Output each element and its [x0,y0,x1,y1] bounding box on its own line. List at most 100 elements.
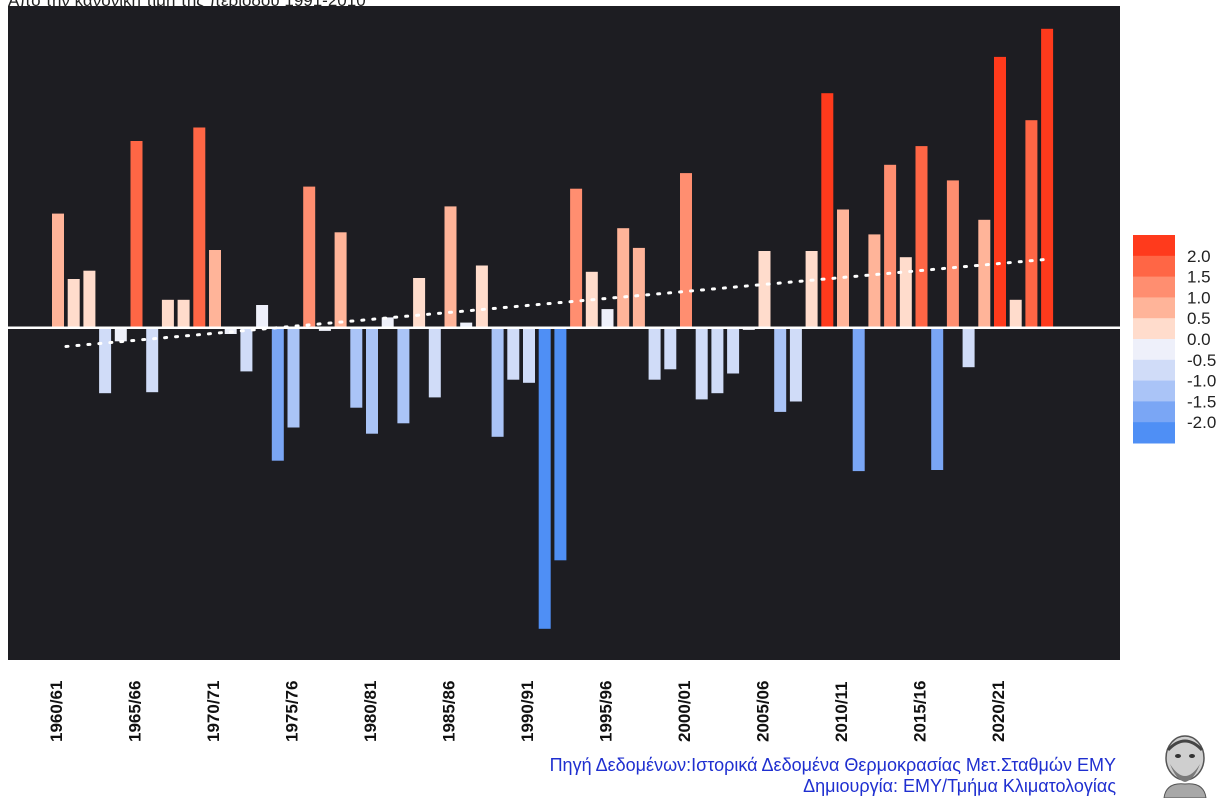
data-source-note: Πηγή Δεδομένων:Ιστορικά Δεδομένα Θερμοκρ… [549,755,1116,775]
bar-2001 [695,327,708,400]
bar-2021 [1009,299,1022,328]
bar-1979 [350,327,363,408]
bar-1999 [664,327,677,370]
bar-2017 [946,180,959,328]
bar-1984 [428,327,441,398]
bar-1976 [303,186,316,328]
bar-2022 [1025,120,1038,328]
x-tick-label: 2000/01 [675,681,694,742]
x-tick-label: 1960/61 [47,681,66,742]
legend-label: -1.5 [1187,392,1216,411]
bar-2009 [821,93,834,328]
bar-2007 [789,327,802,402]
legend-swatch [1133,235,1175,257]
x-tick-label: 2010/11 [832,681,851,742]
bar-1983 [413,278,426,328]
legend-swatch [1133,318,1175,340]
bar-1965 [130,141,143,328]
bar-2008 [805,251,818,328]
bar-2002 [711,327,724,394]
bar-1997 [632,247,645,328]
legend-label: 0.0 [1187,330,1211,349]
bar-2014 [899,257,912,328]
credit-note: Δημιουργία: ΕΜΥ/Τμήμα Κλιματολογίας [803,776,1116,796]
bar-2015 [915,146,928,328]
legend-label: 1.0 [1187,288,1211,307]
legend-label: -0.5 [1187,351,1216,370]
legend-swatch [1133,359,1175,382]
bar-2020 [994,56,1006,328]
bar-1980 [366,327,378,434]
legend-label: 1.5 [1187,268,1211,287]
bar-1977 [318,327,331,331]
bar-1963 [99,327,112,394]
bar-1992 [554,327,567,561]
x-tick-label: 1970/71 [204,681,223,742]
bar-1962 [83,270,96,328]
x-tick-label: 1975/76 [283,681,302,742]
legend-swatch [1133,339,1175,361]
bar-2012 [868,234,881,328]
bar-1970 [209,250,221,328]
bar-2006 [774,327,787,412]
legend-swatch [1133,401,1175,423]
bar-1978 [334,232,347,328]
bar-1990 [523,327,535,383]
bar-1993 [570,188,583,328]
bar-1969 [193,127,206,328]
aristotle-bust-icon [1163,735,1207,798]
bar-2010 [837,209,849,328]
trend-line [64,257,1049,348]
legend-swatch [1133,380,1175,402]
bar-1986 [460,322,473,328]
bar-1968 [177,299,190,328]
bar-2005 [758,251,771,328]
legend-swatch [1133,297,1175,319]
legend-swatch [1133,276,1175,298]
bar-1975 [287,327,300,428]
legend-label: -2.0 [1187,413,1216,432]
bar-1985 [444,206,457,328]
bar-1973 [256,305,269,328]
bar-2000 [680,173,692,328]
x-tick-label: 1965/66 [126,681,145,742]
bar-1961 [67,279,80,328]
bar-1981 [381,317,394,328]
bar-1987 [475,265,488,328]
x-tick-label: 1980/81 [361,681,380,742]
x-tick-label: 1995/96 [597,681,616,742]
bar-1964 [114,327,127,342]
bar-1996 [617,228,630,328]
bar-2013 [884,164,897,328]
bar-2019 [978,219,991,328]
bar-1960 [52,213,64,328]
legend-label: -1.0 [1187,372,1216,391]
bar-2018 [962,327,975,368]
legend-swatch [1133,255,1175,278]
bar-1967 [161,299,174,328]
bar-1972 [240,327,253,372]
bar-1995 [601,309,614,328]
x-tick-label: 2020/21 [989,681,1008,742]
x-tick-label: 1990/91 [518,681,537,742]
color-legend: 2.0 1.51.0 0.5 0.0 -0.5 -1.0-1.5 -2.0 [1133,235,1216,444]
legend-swatch [1133,422,1175,444]
chart-subtitle: Από την κανονική τιμή της περιόδου 1991-… [8,0,366,10]
legend-label: 2.0 [1187,247,1211,266]
x-tick-label: 2005/06 [754,681,773,742]
x-tick-labels: 1960/61 1965/66 1970/71 1975/76 1980/81 1985/… [47,681,1008,742]
bar-1982 [397,327,410,424]
bar-1991 [538,327,551,629]
x-tick-label: 2015/16 [911,681,930,742]
bar-1998 [648,327,661,380]
bar-2023 [1041,28,1054,328]
bar-1988 [491,327,504,437]
bar-1989 [507,327,520,380]
bar-2003 [727,327,740,374]
legend-label: 0.5 [1187,309,1211,328]
bar-2011 [852,327,865,472]
x-tick-label: 1985/86 [440,681,459,742]
bar-1974 [271,327,284,461]
bar-2016 [931,327,944,470]
